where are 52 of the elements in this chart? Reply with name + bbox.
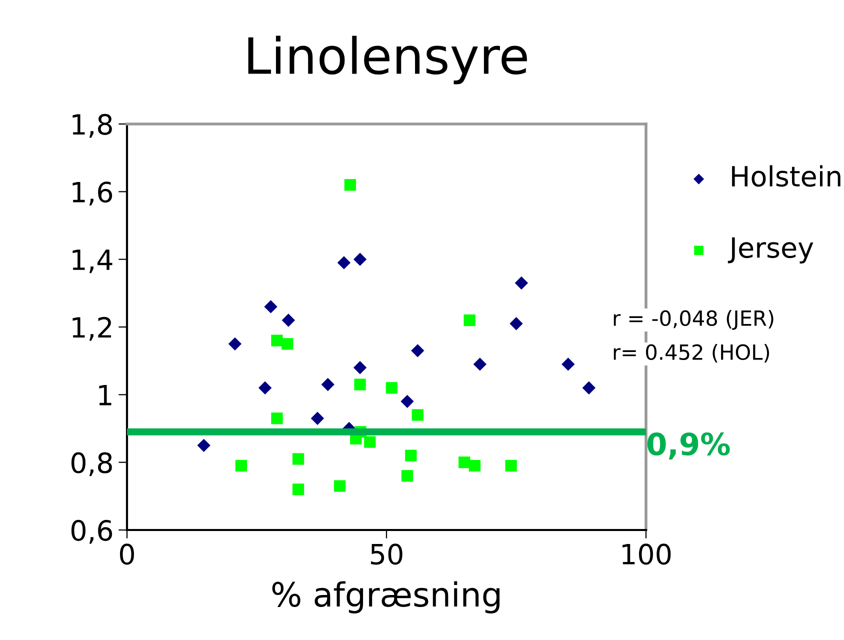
point [310, 412, 324, 425]
point [405, 450, 417, 462]
point [228, 337, 242, 351]
point [562, 358, 575, 371]
legend-label: Jersey [728, 237, 814, 264]
point [337, 256, 351, 270]
point [292, 484, 304, 496]
point [321, 378, 334, 392]
point [510, 317, 523, 330]
point [258, 381, 272, 394]
point [505, 460, 517, 472]
point [464, 314, 476, 326]
x-tick-label: 50 [370, 544, 402, 565]
y-tick-label: 1,2 [72, 316, 112, 341]
y-tick-label: 1,4 [72, 250, 112, 274]
y-tick-label: 1 [99, 384, 112, 406]
y-tick-label: 0,6 [71, 520, 112, 544]
y-tick-label: 1,6 [72, 182, 112, 206]
point [386, 382, 398, 394]
point [271, 334, 283, 346]
point [235, 460, 247, 472]
chart-title: Linolensyre [248, 36, 527, 84]
point [282, 338, 294, 350]
point [271, 412, 283, 424]
ref-line-label: 0,9% [647, 432, 730, 460]
x-tick-label: 0 [120, 544, 134, 565]
point [197, 438, 210, 452]
x-axis-title: % afgræsning [272, 581, 500, 614]
y-tick-label: 0,8 [71, 452, 112, 476]
annotation: r= 0.452 (HOL) [614, 344, 770, 362]
point [458, 456, 470, 468]
annotation: r = -0,048 (JER) [614, 310, 774, 330]
point [354, 378, 366, 390]
point [582, 381, 596, 394]
x-tick-label: 100 [622, 544, 671, 565]
y-tick-label: 1,8 [72, 114, 112, 138]
point [344, 179, 356, 191]
point [473, 358, 487, 371]
point [282, 314, 295, 327]
legend-label: Holstein [732, 165, 840, 187]
point [400, 394, 414, 408]
point [412, 409, 424, 421]
point [264, 300, 278, 314]
point [364, 436, 376, 448]
point [353, 361, 367, 374]
point [292, 453, 304, 465]
point [353, 252, 367, 266]
point [514, 276, 528, 290]
point [411, 344, 424, 358]
point [334, 480, 346, 492]
point [401, 470, 414, 482]
point [468, 460, 481, 472]
